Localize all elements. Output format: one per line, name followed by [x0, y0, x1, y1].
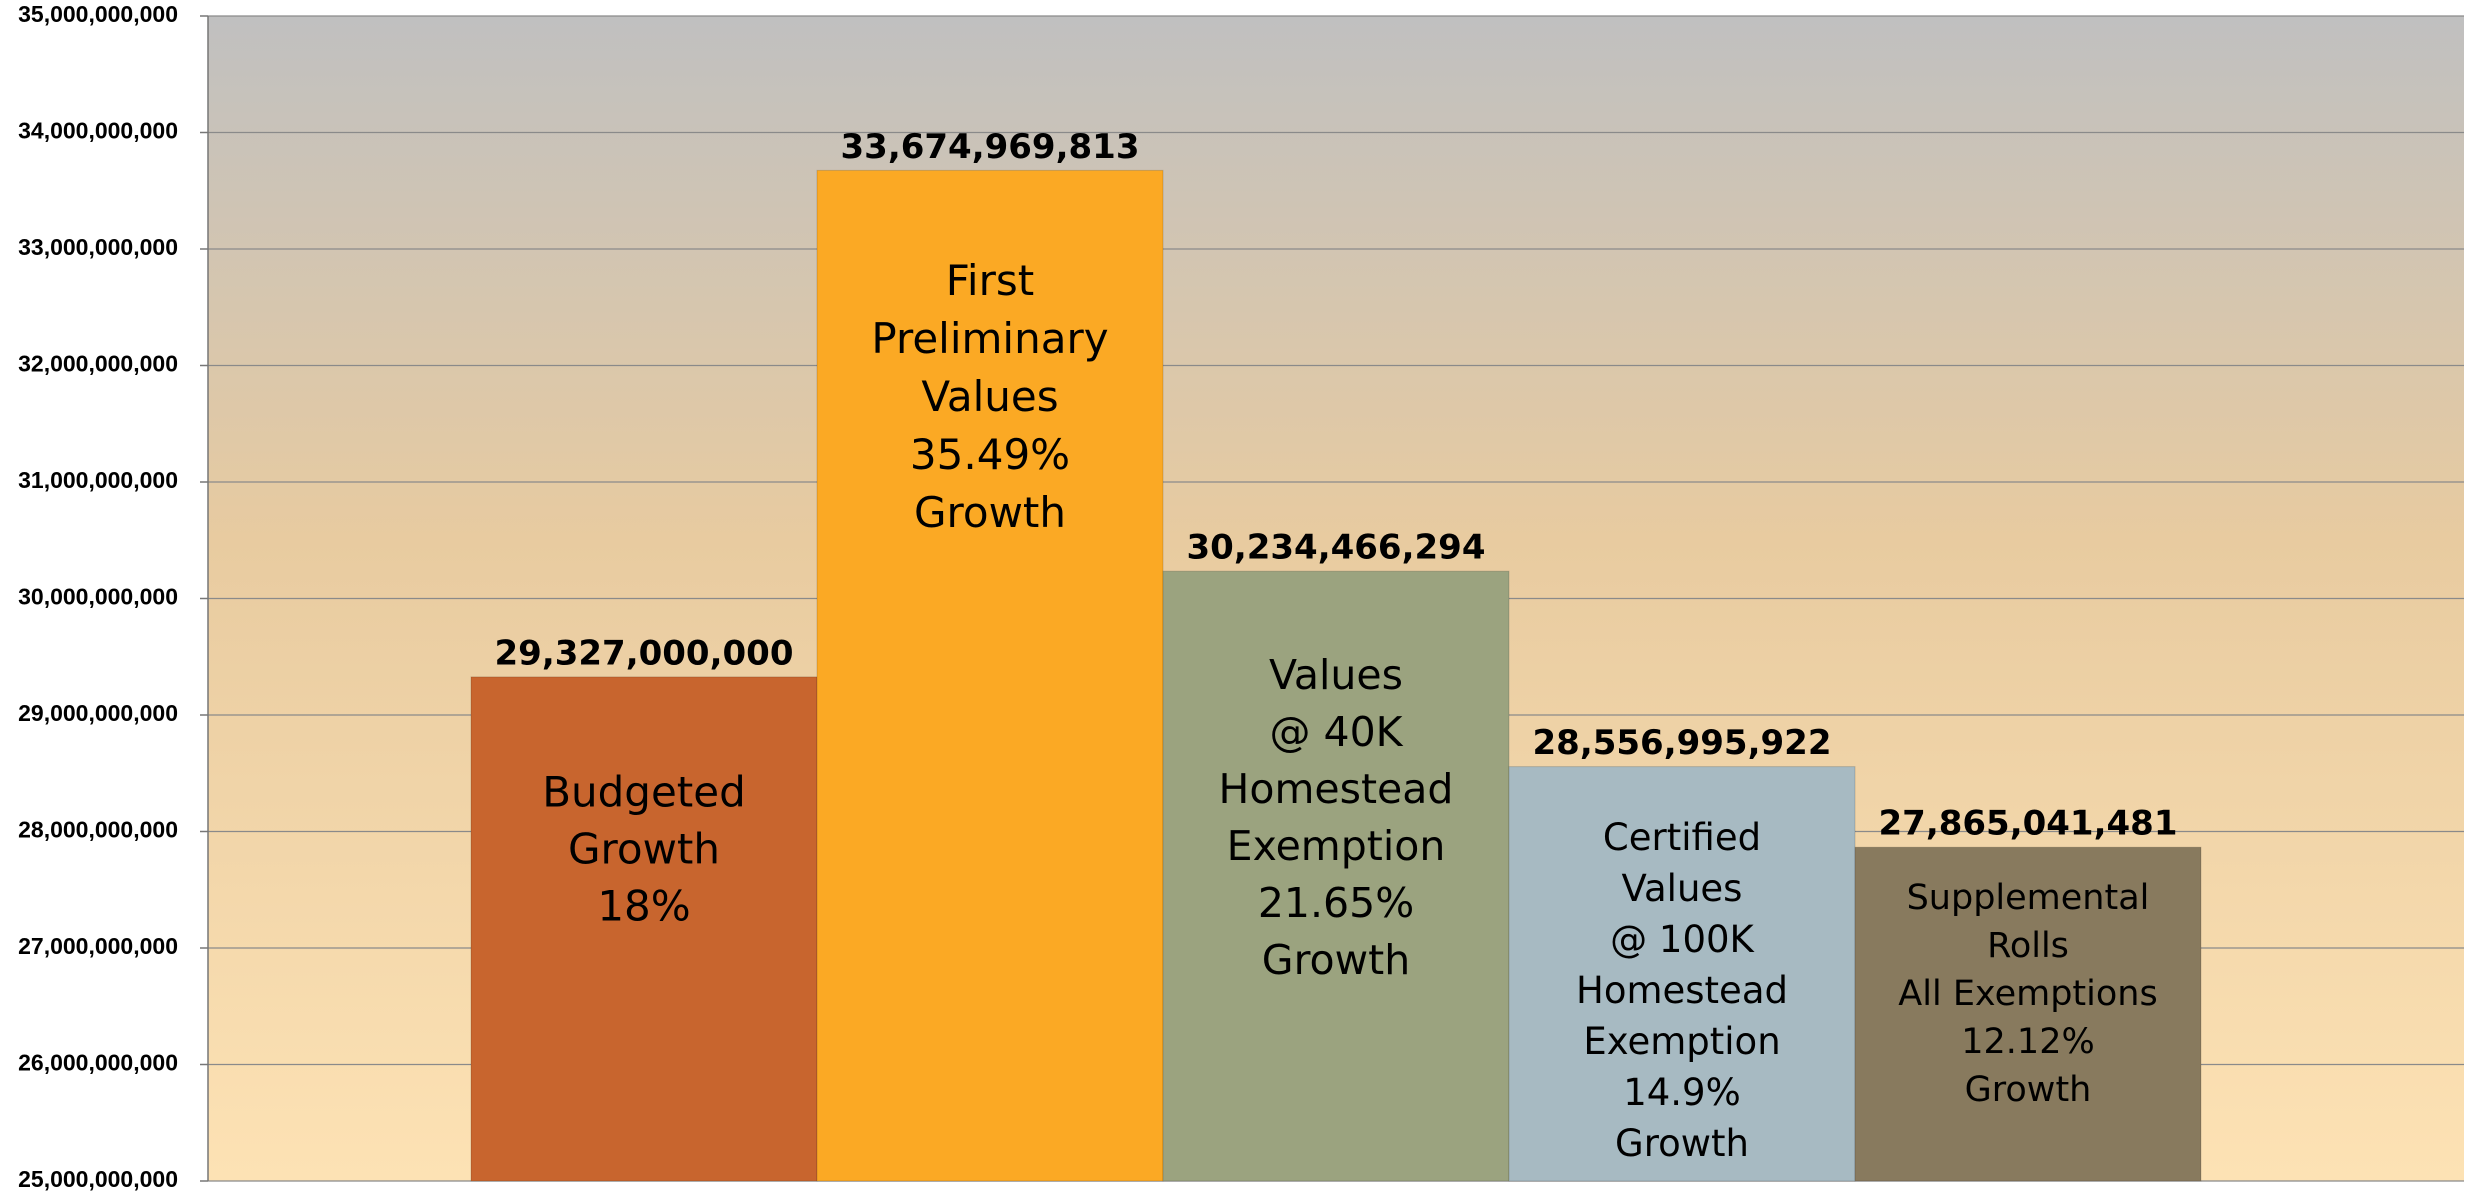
value-label: 27,865,041,481 [1879, 804, 2178, 844]
bar-label: 12.12% [1961, 1022, 2094, 1062]
y-tick-label: 31,000,000,000 [18, 467, 178, 493]
value-label: 33,674,969,813 [841, 127, 1140, 167]
bar-label: Values [1622, 867, 1743, 910]
value-label: 29,327,000,000 [495, 633, 794, 673]
y-tick-label: 25,000,000,000 [18, 1166, 178, 1192]
bar-label: Budgeted [542, 767, 746, 816]
y-tick-label: 33,000,000,000 [18, 234, 178, 260]
bar-label: Values [1269, 651, 1403, 699]
bar-label: Preliminary [871, 314, 1108, 363]
bar-label: Growth [914, 488, 1066, 537]
bar [816, 169, 1164, 1182]
y-tick-label: 26,000,000,000 [18, 1050, 178, 1076]
bar [1854, 846, 2202, 1182]
bar-label: 14.9% [1623, 1071, 1741, 1114]
bar-label: 35.49% [910, 430, 1070, 479]
value-label: 28,556,995,922 [1533, 723, 1832, 763]
bar-label: Growth [1262, 936, 1410, 984]
bar-label: All Exemptions [1898, 974, 2157, 1014]
bar-label: Homestead [1219, 765, 1454, 813]
bar-label: 21.65% [1258, 879, 1414, 927]
bar [1508, 766, 1856, 1182]
bar [1162, 570, 1510, 1182]
y-tick-label: 28,000,000,000 [18, 817, 178, 843]
y-tick-label: 27,000,000,000 [18, 933, 178, 959]
y-tick-label: 32,000,000,000 [18, 351, 178, 377]
bar-label: Growth [1615, 1122, 1749, 1165]
value-label: 30,234,466,294 [1187, 528, 1486, 568]
bar-label: First [946, 256, 1034, 305]
bar-label: Values [921, 372, 1058, 421]
bar-label: @ 40K [1269, 708, 1403, 756]
bar-label: Exemption [1227, 822, 1446, 870]
bar-label: Certified [1603, 816, 1761, 859]
bar-label: 18% [597, 881, 690, 930]
bar-label: @ 100K [1610, 918, 1755, 961]
bar-label: Growth [568, 824, 720, 873]
bar-label: Homestead [1576, 969, 1788, 1012]
bar-label: Growth [1965, 1070, 2092, 1110]
bar [470, 676, 818, 1182]
y-tick-label: 34,000,000,000 [18, 118, 178, 144]
y-tick-label: 29,000,000,000 [18, 700, 178, 726]
y-tick-label: 35,000,000,000 [18, 1, 178, 27]
bar-label: Rolls [1987, 926, 2069, 966]
y-tick-label: 30,000,000,000 [18, 584, 178, 610]
bar-label: Exemption [1583, 1020, 1780, 1063]
bar-label: Supplemental [1907, 878, 2150, 918]
